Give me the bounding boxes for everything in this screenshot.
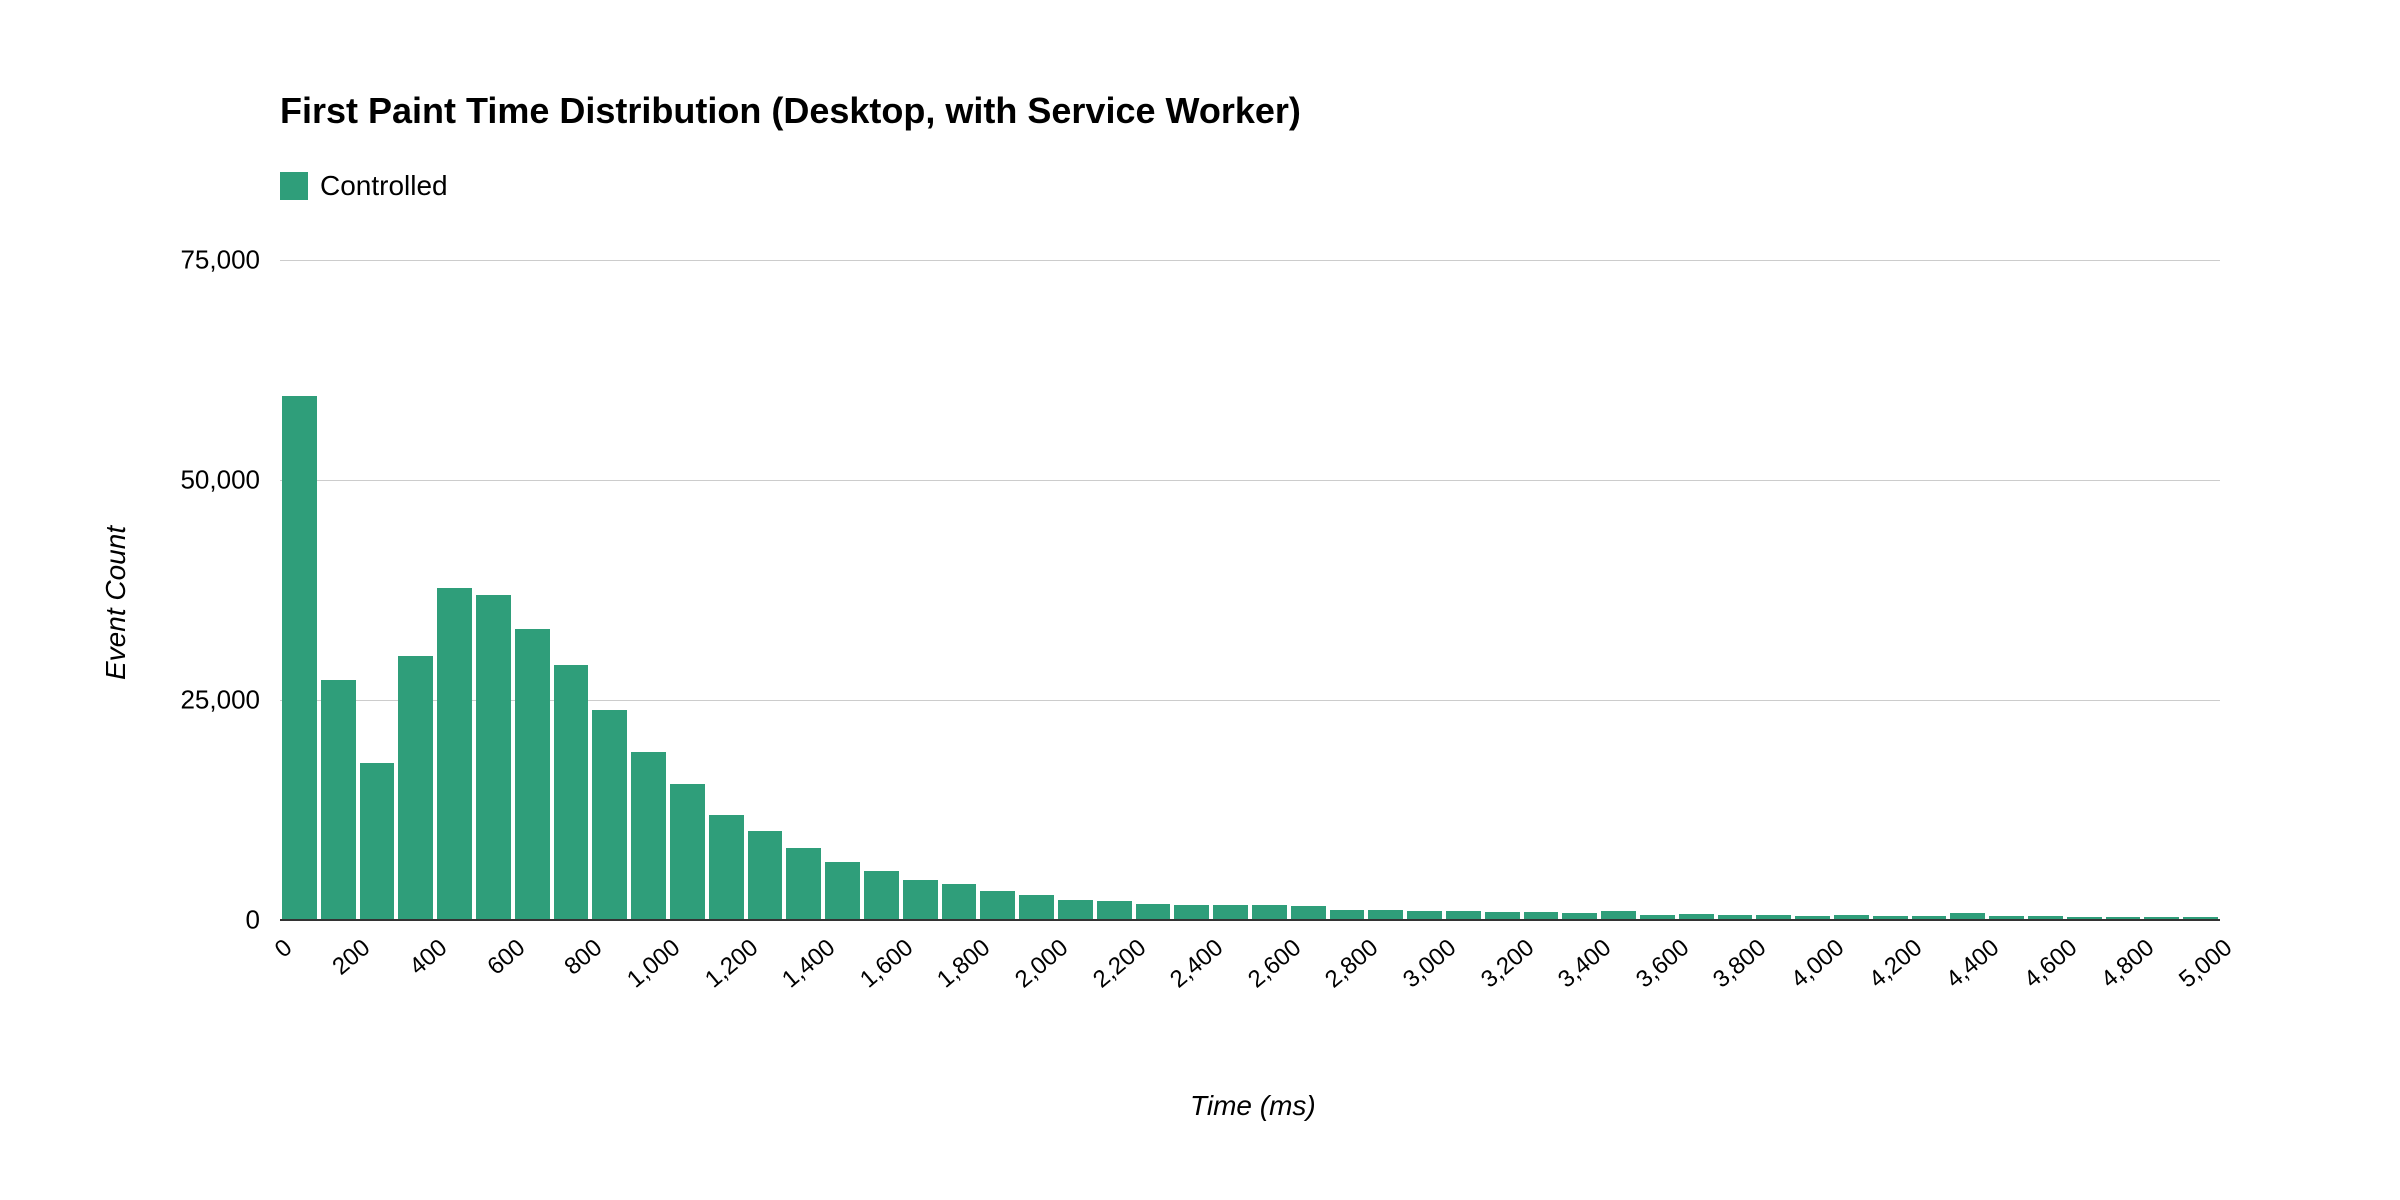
x-tick-label: 1,000 <box>622 934 686 994</box>
histogram-bar <box>398 656 433 920</box>
x-tick-label: 0 <box>270 934 298 964</box>
histogram-bar <box>1252 905 1287 920</box>
x-tick-label: 4,400 <box>1941 934 2005 994</box>
histogram-bar <box>360 763 395 920</box>
y-tick-label: 25,000 <box>120 685 260 716</box>
x-tick-label: 800 <box>560 934 609 981</box>
histogram-bar <box>631 752 666 920</box>
histogram-bar <box>1213 905 1248 920</box>
x-tick-label: 3,000 <box>1398 934 1462 994</box>
y-axis-title: Event Count <box>100 526 132 680</box>
y-tick-label: 0 <box>120 905 260 936</box>
x-tick-label: 4,000 <box>1786 934 1850 994</box>
x-tick-label: 2,000 <box>1010 934 1074 994</box>
legend: Controlled <box>280 170 448 202</box>
x-tick-label: 1,800 <box>932 934 996 994</box>
chart-container: First Paint Time Distribution (Desktop, … <box>0 0 2400 1200</box>
histogram-bar <box>476 595 511 920</box>
x-axis-baseline <box>280 919 2220 921</box>
x-tick-label: 2,200 <box>1088 934 1152 994</box>
histogram-bar <box>554 665 589 920</box>
histogram-bar <box>786 848 821 920</box>
x-tick-label: 1,600 <box>855 934 919 994</box>
histogram-bar <box>515 629 550 920</box>
gridline <box>280 260 2220 261</box>
histogram-bar <box>864 871 899 920</box>
histogram-bar <box>1291 906 1326 920</box>
histogram-bar <box>748 831 783 920</box>
x-tick-label: 4,800 <box>2096 934 2160 994</box>
gridline <box>280 480 2220 481</box>
histogram-bar <box>1174 905 1209 920</box>
histogram-bar <box>1136 904 1171 920</box>
histogram-bar <box>592 710 627 920</box>
histogram-bar <box>903 880 938 920</box>
histogram-bar <box>1058 900 1093 920</box>
histogram-bar <box>437 588 472 920</box>
x-tick-label: 5,000 <box>2174 934 2238 994</box>
x-tick-label: 3,400 <box>1553 934 1617 994</box>
chart-title: First Paint Time Distribution (Desktop, … <box>280 90 1301 132</box>
histogram-bar <box>282 396 317 920</box>
y-tick-label: 50,000 <box>120 465 260 496</box>
x-tick-label: 200 <box>327 934 376 981</box>
x-tick-label: 2,400 <box>1165 934 1229 994</box>
histogram-bar <box>670 784 705 920</box>
x-tick-label: 1,400 <box>777 934 841 994</box>
x-tick-label: 2,600 <box>1243 934 1307 994</box>
x-tick-label: 3,600 <box>1631 934 1695 994</box>
histogram-bar <box>321 680 356 920</box>
histogram-bar <box>980 891 1015 920</box>
x-tick-label: 4,200 <box>1864 934 1928 994</box>
x-axis-title: Time (ms) <box>1190 1090 1316 1122</box>
legend-label: Controlled <box>320 170 448 202</box>
x-tick-label: 3,800 <box>1708 934 1772 994</box>
histogram-bar <box>1097 901 1132 920</box>
histogram-bar <box>709 815 744 920</box>
x-tick-label: 3,200 <box>1476 934 1540 994</box>
x-tick-label: 600 <box>482 934 531 981</box>
x-tick-label: 400 <box>405 934 454 981</box>
plot-area <box>280 260 2220 920</box>
x-tick-label: 1,200 <box>700 934 764 994</box>
histogram-bar <box>825 862 860 920</box>
legend-swatch <box>280 172 308 200</box>
x-tick-label: 2,800 <box>1320 934 1384 994</box>
histogram-bar <box>942 884 977 920</box>
y-tick-label: 75,000 <box>120 245 260 276</box>
histogram-bar <box>1019 895 1054 920</box>
x-tick-label: 4,600 <box>2019 934 2083 994</box>
